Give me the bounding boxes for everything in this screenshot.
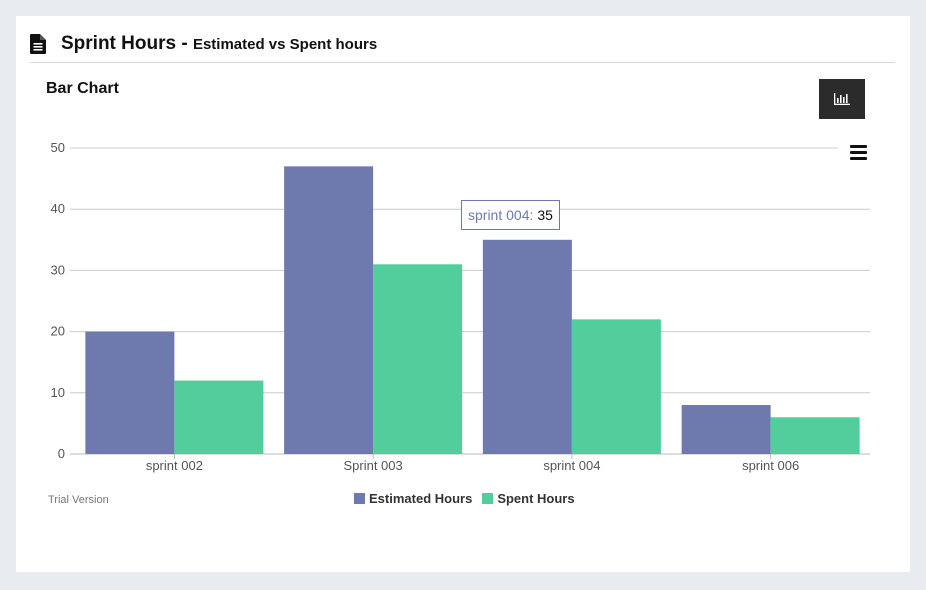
page-subtitle: Estimated vs Spent hours: [192, 36, 378, 53]
legend-label-estimated: Estimated Hours: [369, 491, 473, 506]
x-tick-label: sprint 006: [742, 458, 799, 473]
bar-estimated[interactable]: [85, 331, 175, 454]
legend-item-spent[interactable]: Spent Hours: [482, 491, 575, 506]
bar-spent[interactable]: [770, 417, 860, 454]
y-tick-label: 0: [58, 446, 65, 461]
bars: [85, 166, 860, 455]
bar-spent[interactable]: [571, 319, 661, 454]
y-tick-label: 10: [51, 385, 65, 400]
title-separator: -: [176, 33, 193, 54]
tooltip-label: sprint 004:: [468, 207, 534, 223]
x-tick-label: Sprint 003: [343, 458, 402, 473]
legend-swatch-spent: [482, 493, 494, 504]
chart-type-button[interactable]: [819, 79, 865, 119]
hamburger-menu-icon[interactable]: [848, 144, 868, 162]
page-title: Sprint Hours - Estimated vs Spent hours: [61, 33, 377, 55]
legend-item-estimated[interactable]: Estimated Hours: [354, 491, 472, 506]
chart-heading: Bar Chart: [46, 80, 119, 97]
bar-estimated[interactable]: [681, 405, 771, 454]
bar-spent[interactable]: [373, 264, 463, 454]
tooltip-value: 35: [537, 207, 553, 223]
bar-estimated[interactable]: [482, 239, 572, 454]
chart-card: Sprint Hours - Estimated vs Spent hours …: [16, 16, 910, 572]
y-tick-label: 20: [51, 324, 65, 339]
bar-spent[interactable]: [174, 380, 264, 454]
legend-swatch-estimated: [354, 493, 365, 504]
bar-estimated[interactable]: [284, 166, 374, 455]
x-tick-label: sprint 004: [543, 458, 600, 473]
y-tick-label: 40: [51, 201, 65, 216]
legend-label-spent: Spent Hours: [497, 491, 575, 506]
trial-version-label: Trial Version: [48, 494, 109, 506]
bar-chart-icon: [834, 93, 850, 105]
document-icon: [30, 34, 46, 54]
bar-tooltip: sprint 004: 35: [461, 200, 560, 230]
y-axis-ticks: 0 10 20 30 40 50: [51, 140, 65, 461]
y-tick-label: 30: [51, 262, 65, 277]
x-tick-label: sprint 002: [146, 458, 203, 473]
chart-legend: Estimated Hours Spent Hours: [354, 491, 585, 506]
x-axis-ticks: sprint 002 Sprint 003 sprint 004 sprint 006: [146, 454, 799, 473]
title-text: Sprint Hours: [61, 33, 177, 54]
card-header: Sprint Hours - Estimated vs Spent hours: [30, 32, 895, 63]
y-tick-label: 50: [51, 140, 65, 155]
